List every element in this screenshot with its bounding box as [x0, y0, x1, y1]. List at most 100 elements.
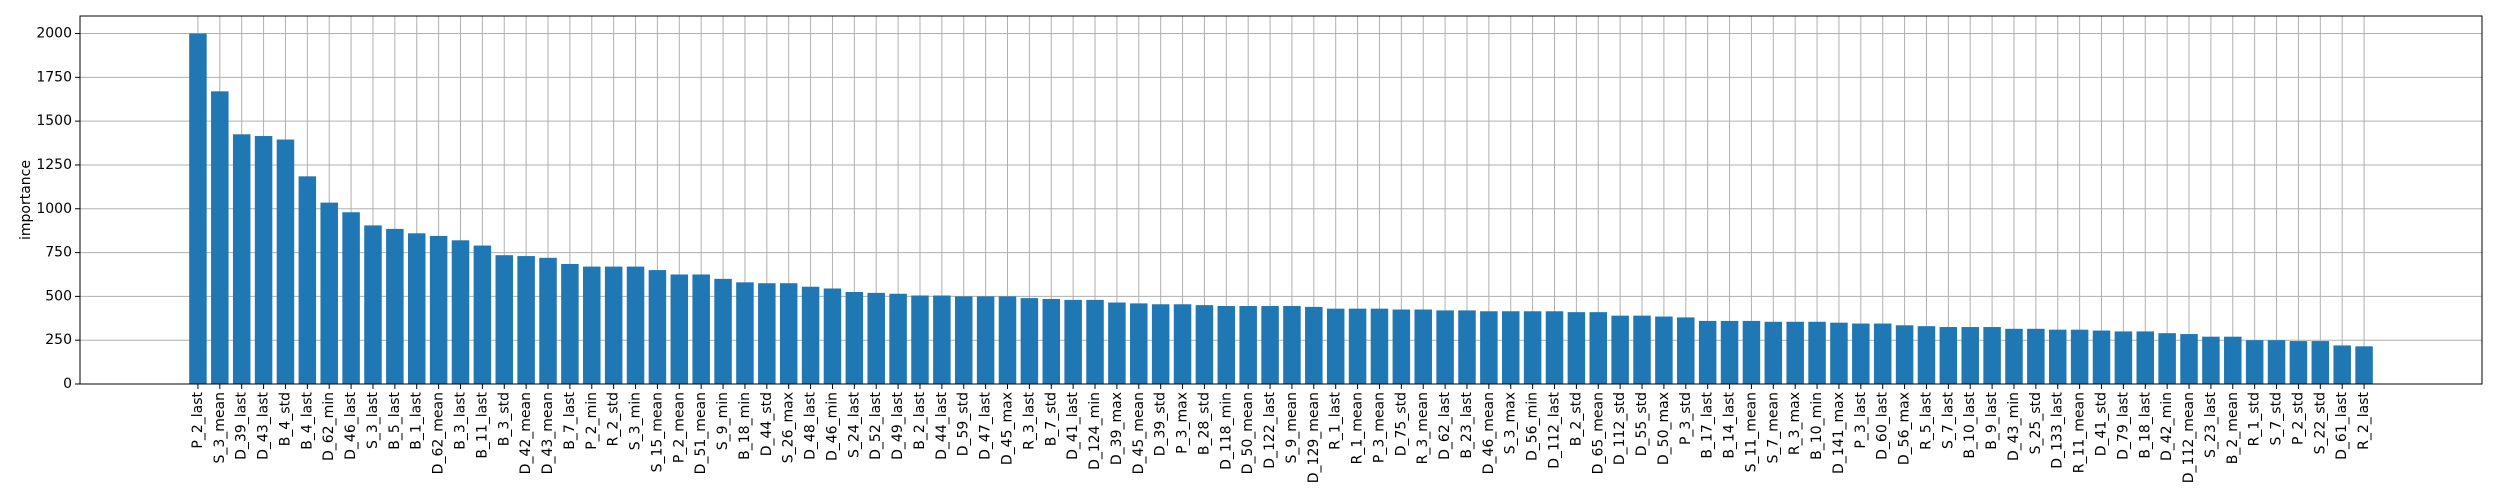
bar [1786, 321, 1804, 384]
x-tick-label: S_9_mean [1284, 392, 1300, 464]
x-tick-label: R_1_mean [1350, 392, 1366, 464]
x-tick-label: B_28_std [1196, 392, 1212, 455]
bar [1326, 308, 1345, 384]
bar [823, 288, 842, 384]
x-tick-label: B_17_last [1700, 391, 1716, 458]
x-tick-label: D_141_max [1831, 392, 1847, 474]
x-tick-label: B_3_last [452, 391, 468, 449]
x-tick-label: B_18_min [737, 392, 753, 460]
bar [320, 202, 338, 384]
bar [1567, 312, 1586, 384]
x-tick-label: D_112_mean [2181, 392, 2197, 483]
x-tick-label: D_49_last [890, 392, 906, 460]
bar [2158, 333, 2176, 384]
y-tick-label: 0 [63, 376, 72, 392]
x-tick-label: D_122_last [1262, 392, 1278, 469]
y-tick-label: 750 [45, 245, 72, 261]
bar [714, 278, 732, 384]
bar [1611, 315, 1629, 384]
bar [1064, 299, 1082, 384]
x-tick-label: B_14_last [1722, 391, 1738, 458]
bar [2245, 340, 2264, 384]
bar [1742, 320, 1761, 384]
bar [517, 256, 535, 384]
x-tick-label: D_133_last [2050, 392, 2066, 469]
bar [1217, 306, 1236, 384]
bar [451, 240, 470, 384]
x-tick-label: D_56_max [1897, 392, 1913, 465]
x-tick-label: R_3_last [1021, 391, 1037, 449]
bar [1020, 298, 1039, 384]
bar [189, 33, 207, 385]
x-tick-label: D_79_last [2115, 392, 2131, 460]
bar [954, 296, 973, 384]
x-tick-label: D_50_mean [1240, 392, 1256, 474]
x-tick-label: B_18_last [2137, 391, 2153, 458]
bar [561, 263, 579, 384]
bar [2114, 331, 2133, 384]
bar [1108, 302, 1126, 384]
x-tick-label: D_39_std [1153, 392, 1169, 456]
bar [1830, 322, 1848, 384]
bar [1414, 309, 1432, 384]
bar [1283, 306, 1301, 384]
x-tick-label: D_65_mean [1590, 392, 1606, 474]
x-tick-label: D_46_min [824, 392, 840, 461]
x-tick-label: S_15_mean [649, 392, 665, 472]
x-tick-label: R_5_last [1918, 391, 1934, 449]
bar [429, 235, 448, 384]
x-tick-label: D_129_mean [1306, 392, 1322, 483]
x-tick-label: D_45_mean [1131, 392, 1147, 474]
x-tick-label: D_56_min [1525, 392, 1541, 461]
x-tick-label: S_23_last [2203, 391, 2219, 457]
bar [1545, 311, 1564, 384]
bar [2027, 328, 2045, 384]
x-tick-label: D_39_last [234, 392, 250, 460]
bar [1370, 308, 1389, 384]
bar [1961, 327, 1979, 384]
x-tick-label: R_3_max [1787, 392, 1803, 455]
bar [1873, 323, 1892, 384]
x-tick-label: B_5_last [387, 391, 403, 449]
bar [2136, 331, 2155, 384]
x-tick-label: P_3_max [1175, 392, 1191, 454]
plot-frame [79, 15, 2483, 385]
bar [1983, 327, 2001, 384]
x-tick-label: P_2_min [584, 392, 600, 450]
bar [1173, 304, 1192, 384]
bar [933, 295, 951, 384]
x-tick-label: P_2_last [190, 391, 206, 448]
x-tick-label: D_46_mean [1481, 392, 1497, 474]
bar [604, 266, 623, 384]
bar [1501, 311, 1520, 384]
bar [779, 283, 798, 384]
x-tick-label: D_55_std [1634, 392, 1650, 456]
x-tick-label: B_23_last [1459, 391, 1475, 458]
bar [845, 292, 864, 384]
x-tick-label: R_2_std [606, 392, 622, 446]
bar [1392, 309, 1411, 384]
x-tick-label: B_11_last [474, 391, 490, 458]
x-tick-label: S_25_std [2028, 392, 2044, 454]
x-tick-label: B_9_last [1984, 391, 2000, 449]
bar [1130, 303, 1148, 384]
bar [298, 176, 317, 384]
bar [473, 245, 492, 384]
x-tick-label: D_44_std [759, 392, 775, 456]
x-tick-label: D_50_max [1656, 392, 1672, 465]
bar [2355, 346, 2373, 384]
x-tick-label: D_112_last [1547, 392, 1563, 469]
y-tick-label: 500 [45, 288, 72, 304]
x-tick-label: B_10_last [1962, 391, 1978, 458]
x-tick-label: R_3_mean [1415, 392, 1431, 464]
bar [1720, 320, 1739, 384]
x-tick-label: D_39_max [1109, 392, 1125, 465]
x-tick-label: B_3_std [496, 392, 512, 446]
x-tick-label: R_11_mean [2072, 392, 2088, 473]
x-tick-label: D_124_min [1087, 392, 1103, 470]
x-tick-label: P_3_mean [1371, 392, 1387, 463]
x-tick-label: D_51_mean [693, 392, 709, 474]
bar [1436, 310, 1454, 384]
bar [276, 139, 295, 384]
